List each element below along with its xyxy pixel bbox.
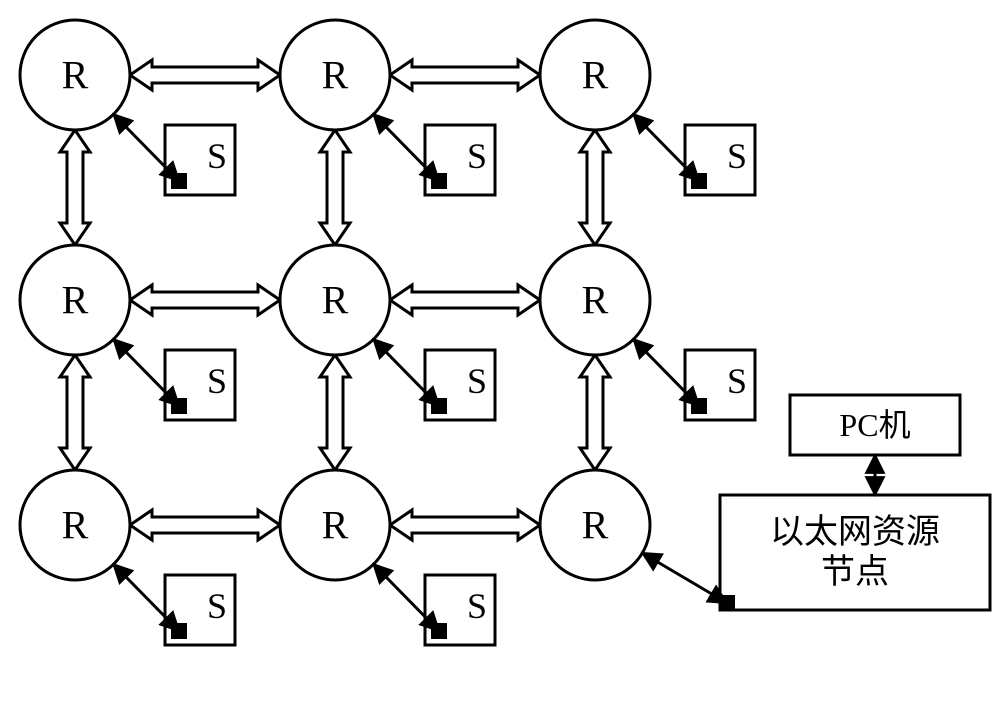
router-eth-link: [642, 553, 727, 603]
mesh-link-vertical: [320, 130, 350, 245]
router-node: R: [540, 20, 650, 130]
router-label: R: [322, 53, 349, 98]
router-node: R: [20, 20, 130, 130]
resource-node: S: [685, 125, 755, 195]
router-node: R: [280, 470, 390, 580]
mesh-link-horizontal: [390, 285, 540, 315]
resource-node: S: [425, 125, 495, 195]
router-node: R: [540, 470, 650, 580]
resource-label: S: [207, 361, 227, 401]
mesh-link-horizontal: [130, 510, 280, 540]
pc-label: PC机: [839, 407, 910, 443]
router-node: R: [280, 20, 390, 130]
mesh-link-vertical: [60, 355, 90, 470]
mesh-link-vertical: [580, 355, 610, 470]
resource-label: S: [207, 586, 227, 626]
resource-label: S: [467, 136, 487, 176]
router-label: R: [582, 53, 609, 98]
eth-label-1: 以太网资源: [770, 513, 940, 551]
eth-label-2: 节点: [821, 553, 889, 591]
router-node: R: [20, 245, 130, 355]
resource-label: S: [467, 586, 487, 626]
mesh-link-vertical: [580, 130, 610, 245]
resource-node: S: [165, 125, 235, 195]
mesh-link-horizontal: [130, 285, 280, 315]
resource-node: S: [165, 575, 235, 645]
router-label: R: [322, 503, 349, 548]
router-node: R: [20, 470, 130, 580]
resource-node: S: [165, 350, 235, 420]
router-label: R: [582, 503, 609, 548]
router-label: R: [62, 278, 89, 323]
resource-label: S: [467, 361, 487, 401]
mesh-link-horizontal: [130, 60, 280, 90]
mesh-link-horizontal: [390, 510, 540, 540]
resource-label: S: [207, 136, 227, 176]
resource-node: S: [685, 350, 755, 420]
resource-label: S: [727, 361, 747, 401]
resource-node: S: [425, 350, 495, 420]
resource-label: S: [727, 136, 747, 176]
mesh-link-vertical: [320, 355, 350, 470]
mesh-link-horizontal: [390, 60, 540, 90]
ethernet-resource-box: 以太网资源节点: [719, 495, 990, 611]
router-node: R: [540, 245, 650, 355]
pc-box: PC机: [790, 395, 960, 455]
router-label: R: [62, 503, 89, 548]
router-node: R: [280, 245, 390, 355]
router-label: R: [322, 278, 349, 323]
mesh-link-vertical: [60, 130, 90, 245]
router-label: R: [582, 278, 609, 323]
router-label: R: [62, 53, 89, 98]
resource-node: S: [425, 575, 495, 645]
